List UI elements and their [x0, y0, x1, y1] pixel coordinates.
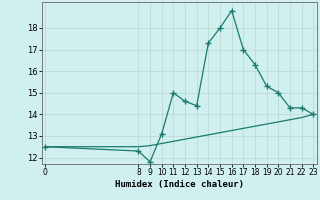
- X-axis label: Humidex (Indice chaleur): Humidex (Indice chaleur): [115, 180, 244, 189]
